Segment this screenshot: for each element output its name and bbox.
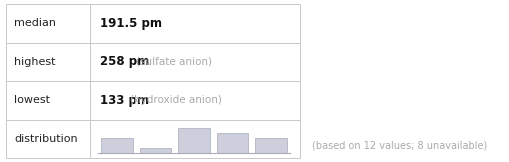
Bar [140,148,172,153]
Text: distribution: distribution [14,134,78,144]
Text: 191.5 pm: 191.5 pm [100,17,162,30]
Text: (hydroxide anion): (hydroxide anion) [130,95,222,105]
Text: 133 pm: 133 pm [100,94,149,107]
Bar [217,133,248,153]
Text: (sulfate anion): (sulfate anion) [136,57,212,67]
Text: 258 pm: 258 pm [100,55,149,68]
Text: highest: highest [14,57,55,67]
Bar [178,128,210,153]
Text: lowest: lowest [14,95,50,105]
Text: (based on 12 values; 8 unavailable): (based on 12 values; 8 unavailable) [312,141,487,151]
Text: median: median [14,18,56,28]
Bar [255,138,287,153]
Bar [101,138,133,153]
